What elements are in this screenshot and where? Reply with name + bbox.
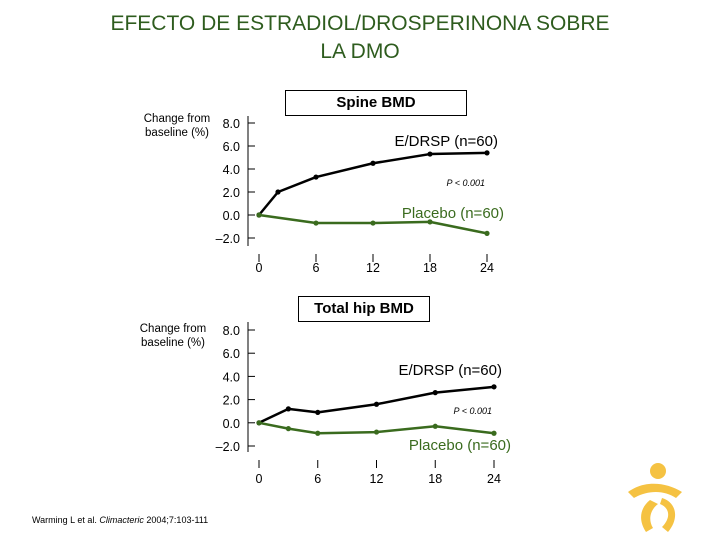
spine-x-tick-label: 24 <box>480 261 494 275</box>
hip-placebo-point <box>373 429 380 435</box>
hip-y-tick-label: 2.0 <box>223 394 240 408</box>
hip-chart-title: Total hip BMD <box>298 296 430 322</box>
hip-drsp-point <box>315 409 321 415</box>
hip-y-tick-label: –2.0 <box>216 440 240 454</box>
spine-y-axis-label: Change from baseline (%) <box>143 113 211 139</box>
hip-p-value: P < 0.001 <box>454 406 492 416</box>
spine-y-tick-label: –2.0 <box>216 232 240 246</box>
spine-placebo-legend-label: Placebo (n=60) <box>402 205 504 222</box>
spine-drsp-point <box>370 160 376 166</box>
hip-drsp-point <box>285 406 291 412</box>
spine-x-tick-label: 0 <box>256 261 263 275</box>
slide-title: EFECTO DE ESTRADIOL/DROSPERINONA SOBRE L… <box>40 10 680 66</box>
spine-drsp-point <box>313 174 319 180</box>
citation-reference: 2004;7:103-111 <box>146 515 209 525</box>
hip-drsp-point <box>491 384 497 390</box>
hip-placebo-point <box>432 423 438 429</box>
hip-placebo-legend-label: Placebo (n=60) <box>409 437 511 454</box>
hip-x-tick-label: 18 <box>428 472 442 486</box>
spine-drsp-point <box>275 189 281 195</box>
hip-drsp-legend-label: E/DRSP (n=60) <box>398 362 502 379</box>
hip-drsp-line <box>258 385 495 424</box>
spine-drsp-legend-label: E/DRSP (n=60) <box>394 133 498 150</box>
spine-placebo-point <box>313 220 319 226</box>
yellow-figure-logo-icon <box>628 463 682 532</box>
spine-drsp-point <box>427 151 433 157</box>
spine-y-tick-label: 4.0 <box>223 163 240 177</box>
hip-drsp-point <box>373 401 380 407</box>
hip-placebo-point <box>285 426 291 432</box>
slide-title-line-2: LA DMO <box>320 40 400 63</box>
hip-y-axis-label: Change from baseline (%) <box>139 323 207 349</box>
spine-p-value: P < 0.001 <box>447 178 485 188</box>
hip-x-tick-label: 0 <box>256 472 263 486</box>
hip-y-tick-label: 0.0 <box>223 417 240 431</box>
spine-x-tick-label: 6 <box>313 261 320 275</box>
hip-x-tick-label: 12 <box>370 472 384 486</box>
spine-placebo-point <box>370 220 376 226</box>
spine-y-tick-label: 2.0 <box>223 186 240 200</box>
hip-y-tick-label: 8.0 <box>223 324 240 338</box>
spine-placebo-point <box>484 230 490 236</box>
citation-journal: Climacteric <box>99 515 144 525</box>
hip-placebo-point <box>491 430 497 436</box>
hip-y-tick-label: 4.0 <box>223 370 240 384</box>
spine-placebo-point <box>427 219 433 225</box>
spine-drsp-point <box>484 150 490 156</box>
hip-x-tick-label: 6 <box>314 472 321 486</box>
hip-placebo-line <box>258 421 495 435</box>
hip-placebo-point <box>256 420 262 426</box>
hip-placebo-point <box>315 430 321 436</box>
hip-drsp-point <box>432 390 438 396</box>
spine-y-tick-label: 8.0 <box>223 117 240 131</box>
spine-y-tick-label: 0.0 <box>223 209 240 223</box>
slide-title-line-1: EFECTO DE ESTRADIOL/DROSPERINONA SOBRE <box>110 12 610 35</box>
hip-x-tick-label: 24 <box>487 472 501 486</box>
hip-y-tick-label: 6.0 <box>223 347 240 361</box>
citation: Warming L et al. Climacteric 2004;7:103-… <box>32 515 208 525</box>
spine-x-tick-label: 18 <box>423 261 437 275</box>
citation-authors: Warming L et al. <box>32 515 97 525</box>
spine-placebo-point <box>256 212 262 218</box>
spine-chart-title: Spine BMD <box>285 90 467 116</box>
spine-y-tick-label: 6.0 <box>223 140 240 154</box>
spine-drsp-line <box>258 151 488 216</box>
spine-x-tick-label: 12 <box>366 261 380 275</box>
